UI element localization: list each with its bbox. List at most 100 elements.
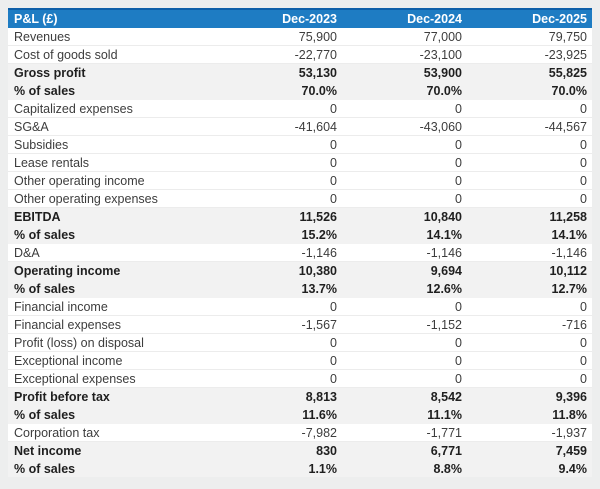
table-row: Exceptional income 0 0 0 [8,351,592,370]
row-value: 0 [342,333,467,352]
column-header-dec-2025: Dec-2025 [467,8,592,28]
row-label: Capitalized expenses [8,99,217,118]
row-value: 10,112 [467,261,592,280]
table-row: % of sales 70.0% 70.0% 70.0% [8,81,592,100]
row-value: 0 [217,297,342,316]
row-value: 0 [467,171,592,190]
row-value: 11.1% [342,405,467,424]
row-label: Revenues [8,28,217,46]
row-label: % of sales [8,279,217,298]
row-value: -1,152 [342,315,467,334]
row-value: 7,459 [467,441,592,460]
row-value: 55,825 [467,63,592,82]
row-label: Financial income [8,297,217,316]
table-row: Capitalized expenses 0 0 0 [8,99,592,118]
row-value: 13.7% [217,279,342,298]
row-value: 0 [467,369,592,388]
row-value: 0 [217,153,342,172]
table-row: EBITDA 11,526 10,840 11,258 [8,207,592,226]
row-value: 0 [342,351,467,370]
row-value: 10,840 [342,207,467,226]
row-value: -7,982 [217,423,342,442]
row-value: 0 [217,189,342,208]
row-value: 8.8% [342,459,467,477]
table-row: Corporation tax -7,982 -1,771 -1,937 [8,423,592,442]
row-label: Gross profit [8,63,217,82]
row-value: 75,900 [217,28,342,46]
row-value: 0 [467,153,592,172]
table-row: Other operating income 0 0 0 [8,171,592,190]
row-value: 11.6% [217,405,342,424]
table-row: Other operating expenses 0 0 0 [8,189,592,208]
table-row: % of sales 1.1% 8.8% 9.4% [8,459,592,477]
table-body: Revenues 75,900 77,000 79,750 Cost of goods … [8,28,592,477]
row-label: % of sales [8,225,217,244]
table-row: Subsidies 0 0 0 [8,135,592,154]
row-value: 1.1% [217,459,342,477]
row-label: % of sales [8,405,217,424]
table-row: Gross profit 53,130 53,900 55,825 [8,63,592,82]
row-value: -1,146 [217,243,342,262]
row-value: 0 [217,135,342,154]
row-value: -22,770 [217,45,342,64]
row-value: 9,396 [467,387,592,406]
table-row: Lease rentals 0 0 0 [8,153,592,172]
row-value: 11.8% [467,405,592,424]
row-value: -43,060 [342,117,467,136]
row-label: Cost of goods sold [8,45,217,64]
table-row: Revenues 75,900 77,000 79,750 [8,28,592,46]
row-value: -23,925 [467,45,592,64]
row-value: -1,146 [467,243,592,262]
row-value: 53,900 [342,63,467,82]
row-label: Operating income [8,261,217,280]
row-value: 0 [217,369,342,388]
row-value: 9.4% [467,459,592,477]
row-value: 0 [342,297,467,316]
row-value: 0 [342,135,467,154]
row-value: 6,771 [342,441,467,460]
row-value: -1,771 [342,423,467,442]
row-value: 0 [467,189,592,208]
row-value: 10,380 [217,261,342,280]
row-label: Other operating income [8,171,217,190]
row-value: 0 [467,135,592,154]
row-value: 70.0% [342,81,467,100]
row-value: 0 [217,351,342,370]
row-label: % of sales [8,81,217,100]
column-header-dec-2023: Dec-2023 [217,8,342,28]
row-value: 70.0% [467,81,592,100]
row-label: Financial expenses [8,315,217,334]
row-label: SG&A [8,117,217,136]
table-header-row: P&L (£) Dec-2023 Dec-2024 Dec-2025 [8,8,592,28]
table-row: SG&A -41,604 -43,060 -44,567 [8,117,592,136]
row-label: Exceptional income [8,351,217,370]
row-value: 0 [217,99,342,118]
row-value: -1,937 [467,423,592,442]
table-row: Net income 830 6,771 7,459 [8,441,592,460]
row-value: 14.1% [342,225,467,244]
row-value: 0 [217,171,342,190]
row-value: -41,604 [217,117,342,136]
row-label: Exceptional expenses [8,369,217,388]
row-value: 0 [467,99,592,118]
row-value: 0 [342,171,467,190]
row-value: 53,130 [217,63,342,82]
row-value: -1,146 [342,243,467,262]
row-value: 11,258 [467,207,592,226]
row-label: Profit before tax [8,387,217,406]
row-value: 11,526 [217,207,342,226]
row-value: 0 [342,153,467,172]
table-row: Operating income 10,380 9,694 10,112 [8,261,592,280]
row-value: 79,750 [467,28,592,46]
column-header-dec-2024: Dec-2024 [342,8,467,28]
row-value: 8,813 [217,387,342,406]
row-label: Lease rentals [8,153,217,172]
row-value: 0 [342,99,467,118]
row-value: 0 [467,351,592,370]
row-value: 12.7% [467,279,592,298]
row-value: -716 [467,315,592,334]
pnl-forecast-table: P&L (£) Dec-2023 Dec-2024 Dec-2025 Reven… [8,8,592,477]
table-row: % of sales 11.6% 11.1% 11.8% [8,405,592,424]
row-label: EBITDA [8,207,217,226]
table-row: % of sales 13.7% 12.6% 12.7% [8,279,592,298]
